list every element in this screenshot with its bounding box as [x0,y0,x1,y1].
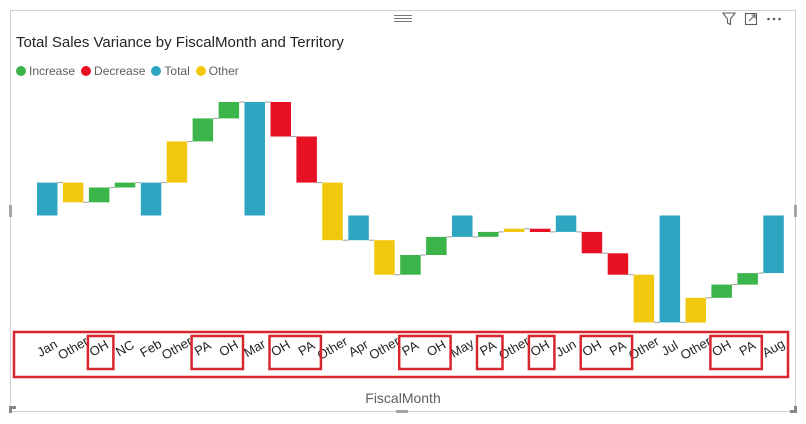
chart-title: Total Sales Variance by FiscalMonth and … [16,34,344,51]
x-tick-label: PA [399,337,421,358]
label-highlight-box [397,334,452,371]
label-highlight-box [86,334,115,371]
focus-mode-icon[interactable] [744,12,758,31]
waterfall-bar[interactable] [296,136,317,183]
x-tick-label: Jul [659,337,681,358]
waterfall-bar[interactable] [452,215,473,237]
waterfall-bar[interactable] [685,297,707,323]
x-tick-label: Other [159,333,195,363]
waterfall-bar[interactable] [348,215,369,241]
waterfall-bar[interactable] [400,255,421,275]
waterfall-bar[interactable] [166,141,188,183]
axis-highlight-box [12,330,790,379]
legend-item-decrease[interactable]: Decrease [81,64,145,78]
x-tick-label: PA [737,337,759,358]
x-tick-label: OH [424,337,448,360]
resize-handle-right[interactable] [794,205,797,217]
legend-label-other: Other [208,64,239,78]
x-tick-label: Other [55,333,91,363]
x-axis-title: FiscalMonth [365,390,441,406]
chart-legend: Increase Decrease Total Other [16,64,245,78]
label-highlight-box [709,334,764,371]
visual-header-icons [721,12,790,31]
legend-swatch-increase [16,66,26,76]
label-highlight-box [268,334,323,371]
resize-handle-bottom-right-h[interactable] [790,410,797,413]
label-highlight-box [475,334,504,371]
x-tick-label: Other [678,333,714,363]
legend-swatch-total [151,66,162,76]
waterfall-bar[interactable] [244,102,266,216]
x-tick-label: Jun [553,336,579,359]
resize-handle-bottom-right-v[interactable] [794,406,797,413]
legend-label-total: Total [164,64,190,78]
resize-handle-bottom[interactable] [396,410,408,413]
x-tick-label: PA [192,337,214,358]
x-tick-label: OH [580,337,604,360]
legend-item-other[interactable]: Other [195,64,239,78]
more-options-icon[interactable] [766,12,782,31]
drag-handle-icon[interactable] [394,14,412,22]
waterfall-bar[interactable] [711,284,732,298]
legend-swatch-decrease [81,66,92,76]
waterfall-bar[interactable] [503,228,525,232]
waterfall-bar[interactable] [192,118,214,142]
legend-swatch-other [195,66,206,76]
x-tick-label: OH [216,337,240,360]
waterfall-bar[interactable] [633,274,655,323]
x-tick-label: NC [113,337,137,359]
x-tick-label: Apr [346,336,372,359]
waterfall-bar[interactable] [426,236,447,255]
resize-handle-top-left[interactable] [9,406,16,409]
waterfall-bar[interactable] [607,253,629,275]
x-tick-label: PA [477,337,499,358]
x-tick-label: Other [366,333,402,363]
x-tick-label: PA [296,337,318,358]
waterfall-bar[interactable] [88,187,110,203]
x-tick-label: Mar [241,336,268,361]
waterfall-bar[interactable] [659,215,681,323]
waterfall-bar[interactable] [374,240,395,275]
resize-handle-left[interactable] [9,205,12,217]
waterfall-bar[interactable] [555,215,577,232]
resize-handle-bottom-left[interactable] [9,406,12,413]
waterfall-bar[interactable] [763,215,784,274]
waterfall-bar[interactable] [581,231,603,254]
x-tick-label: OH [709,337,733,360]
filter-icon[interactable] [721,12,737,31]
legend-item-increase[interactable]: Increase [16,64,75,78]
x-tick-label: PA [607,337,629,358]
waterfall-bar[interactable] [62,182,84,203]
waterfall-bar[interactable] [218,102,240,119]
waterfall-bar[interactable] [114,182,136,188]
legend-label-decrease: Decrease [94,64,146,78]
x-tick-label: May [448,335,477,361]
label-highlight-box [579,334,634,371]
x-tick-label: OH [87,337,111,360]
x-tick-label: Aug [760,336,788,361]
legend-label-increase: Increase [29,64,76,78]
waterfall-bar[interactable] [322,182,343,241]
x-tick-label: OH [268,337,292,360]
waterfall-bar[interactable] [37,182,58,216]
waterfall-bar[interactable] [478,231,499,237]
waterfall-bar[interactable] [737,273,758,285]
waterfall-bar[interactable] [529,228,551,232]
waterfall-bar[interactable] [270,102,292,137]
x-tick-label: OH [528,337,552,360]
legend-item-total[interactable]: Total [151,64,190,78]
label-highlight-box [527,334,556,371]
waterfall-bar[interactable] [140,182,162,216]
label-highlight-box [190,334,245,371]
